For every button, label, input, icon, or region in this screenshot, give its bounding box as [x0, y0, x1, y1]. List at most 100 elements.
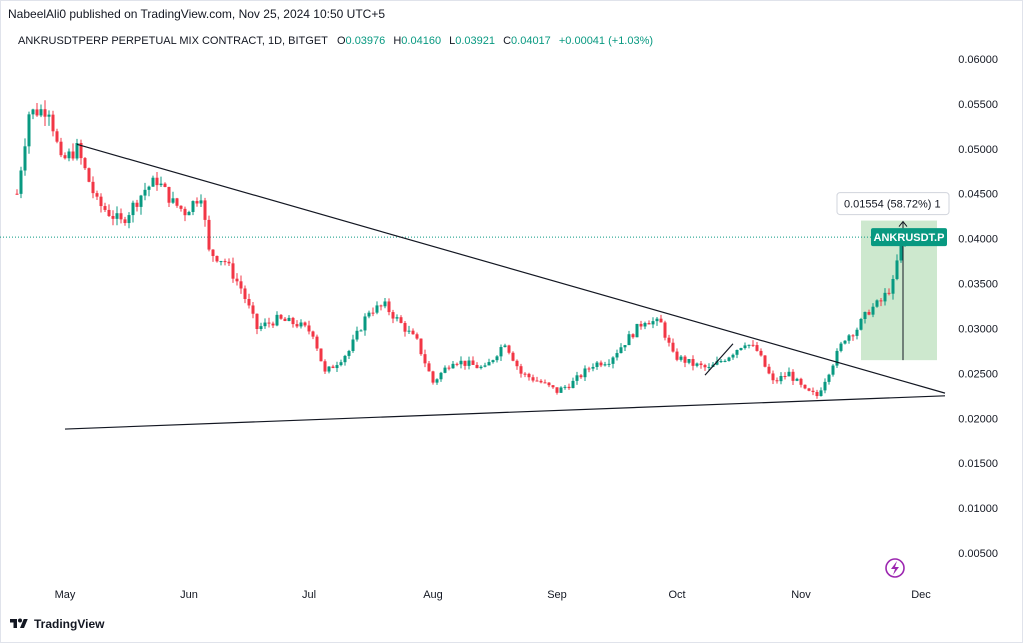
candle-body[interactable]	[455, 363, 459, 365]
candle-body[interactable]	[847, 335, 851, 341]
candle-body[interactable]	[367, 312, 371, 317]
candle-body[interactable]	[867, 312, 871, 315]
candle-body[interactable]	[727, 357, 731, 361]
candle-body[interactable]	[295, 324, 299, 327]
candle-body[interactable]	[87, 168, 91, 182]
candle-body[interactable]	[279, 314, 283, 319]
candle-body[interactable]	[275, 314, 279, 326]
candle-body[interactable]	[287, 317, 291, 322]
candle-body[interactable]	[575, 375, 579, 381]
candle-body[interactable]	[503, 345, 507, 348]
candle-body[interactable]	[427, 363, 431, 372]
candle-body[interactable]	[391, 312, 395, 319]
candle-body[interactable]	[247, 298, 251, 306]
candle-body[interactable]	[703, 365, 707, 368]
candle-body[interactable]	[303, 322, 307, 326]
symbol-price-tag[interactable]	[871, 228, 947, 247]
candle-body[interactable]	[439, 372, 443, 380]
candle-body[interactable]	[499, 347, 503, 357]
candle-body[interactable]	[319, 348, 323, 362]
candle-body[interactable]	[283, 318, 287, 322]
candle-body[interactable]	[27, 114, 31, 147]
candle-body[interactable]	[155, 177, 159, 186]
candle-body[interactable]	[191, 201, 195, 212]
candle-body[interactable]	[751, 344, 755, 346]
candle-body[interactable]	[875, 300, 879, 307]
candle-body[interactable]	[559, 387, 563, 393]
candle-body[interactable]	[547, 382, 551, 386]
candle-body[interactable]	[843, 340, 847, 344]
candle-body[interactable]	[175, 198, 179, 206]
candle-body[interactable]	[539, 380, 543, 383]
candle-body[interactable]	[743, 345, 747, 349]
candle-body[interactable]	[359, 330, 363, 332]
candle-body[interactable]	[203, 200, 207, 220]
candle-body[interactable]	[639, 323, 643, 327]
candle-body[interactable]	[851, 335, 855, 337]
candle-body[interactable]	[471, 360, 475, 365]
candle-body[interactable]	[775, 380, 779, 382]
candle-body[interactable]	[399, 317, 403, 323]
candle-body[interactable]	[695, 363, 699, 366]
candle-body[interactable]	[135, 202, 139, 207]
candle-body[interactable]	[491, 360, 495, 363]
candle-body[interactable]	[607, 363, 611, 365]
candle-body[interactable]	[119, 213, 123, 220]
candle-body[interactable]	[207, 219, 211, 250]
candle-body[interactable]	[819, 390, 823, 397]
candle-body[interactable]	[267, 322, 271, 324]
candle-body[interactable]	[131, 202, 135, 216]
candle-body[interactable]	[599, 362, 603, 366]
candle-body[interactable]	[715, 361, 719, 365]
candle-body[interactable]	[51, 114, 55, 132]
candle-body[interactable]	[475, 364, 479, 369]
candle-body[interactable]	[763, 355, 767, 367]
candle-body[interactable]	[627, 334, 631, 346]
candle-body[interactable]	[795, 378, 799, 381]
candle-body[interactable]	[431, 371, 435, 383]
candle-body[interactable]	[351, 339, 355, 351]
candle-body[interactable]	[563, 386, 567, 388]
candle-body[interactable]	[59, 141, 63, 156]
trendline-small-channel[interactable]	[704, 343, 734, 376]
candle-body[interactable]	[647, 323, 651, 325]
candle-body[interactable]	[63, 155, 67, 159]
candle-body[interactable]	[579, 375, 583, 378]
candle-body[interactable]	[255, 313, 259, 329]
candle-body[interactable]	[419, 338, 423, 355]
candle-body[interactable]	[71, 151, 75, 159]
candle-body[interactable]	[831, 365, 835, 375]
candle-body[interactable]	[447, 367, 451, 369]
candle-body[interactable]	[535, 380, 539, 382]
candle-body[interactable]	[395, 317, 399, 319]
candle-body[interactable]	[571, 380, 575, 389]
candle-body[interactable]	[663, 322, 667, 338]
candle-body[interactable]	[495, 356, 499, 361]
candle-body[interactable]	[379, 305, 383, 307]
candle-body[interactable]	[659, 318, 663, 323]
candle-body[interactable]	[467, 360, 471, 366]
candle-body[interactable]	[687, 359, 691, 363]
candle-body[interactable]	[383, 301, 387, 307]
candle-body[interactable]	[127, 215, 131, 224]
candle-body[interactable]	[407, 330, 411, 332]
candle-body[interactable]	[519, 366, 523, 374]
candle-body[interactable]	[187, 211, 191, 216]
candle-body[interactable]	[603, 364, 607, 366]
candle-body[interactable]	[891, 279, 895, 294]
candle-body[interactable]	[459, 360, 463, 365]
candle-body[interactable]	[863, 312, 867, 320]
candle-body[interactable]	[163, 183, 167, 187]
candle-body[interactable]	[683, 356, 687, 363]
candle-body[interactable]	[327, 366, 331, 372]
candle-body[interactable]	[215, 255, 219, 262]
candle-body[interactable]	[839, 343, 843, 351]
candle-body[interactable]	[731, 354, 735, 358]
candle-body[interactable]	[779, 375, 783, 382]
candle-body[interactable]	[235, 278, 239, 282]
candle-body[interactable]	[323, 361, 327, 372]
candle-body[interactable]	[651, 321, 655, 325]
candle-body[interactable]	[811, 390, 815, 392]
candle-body[interactable]	[15, 193, 19, 195]
